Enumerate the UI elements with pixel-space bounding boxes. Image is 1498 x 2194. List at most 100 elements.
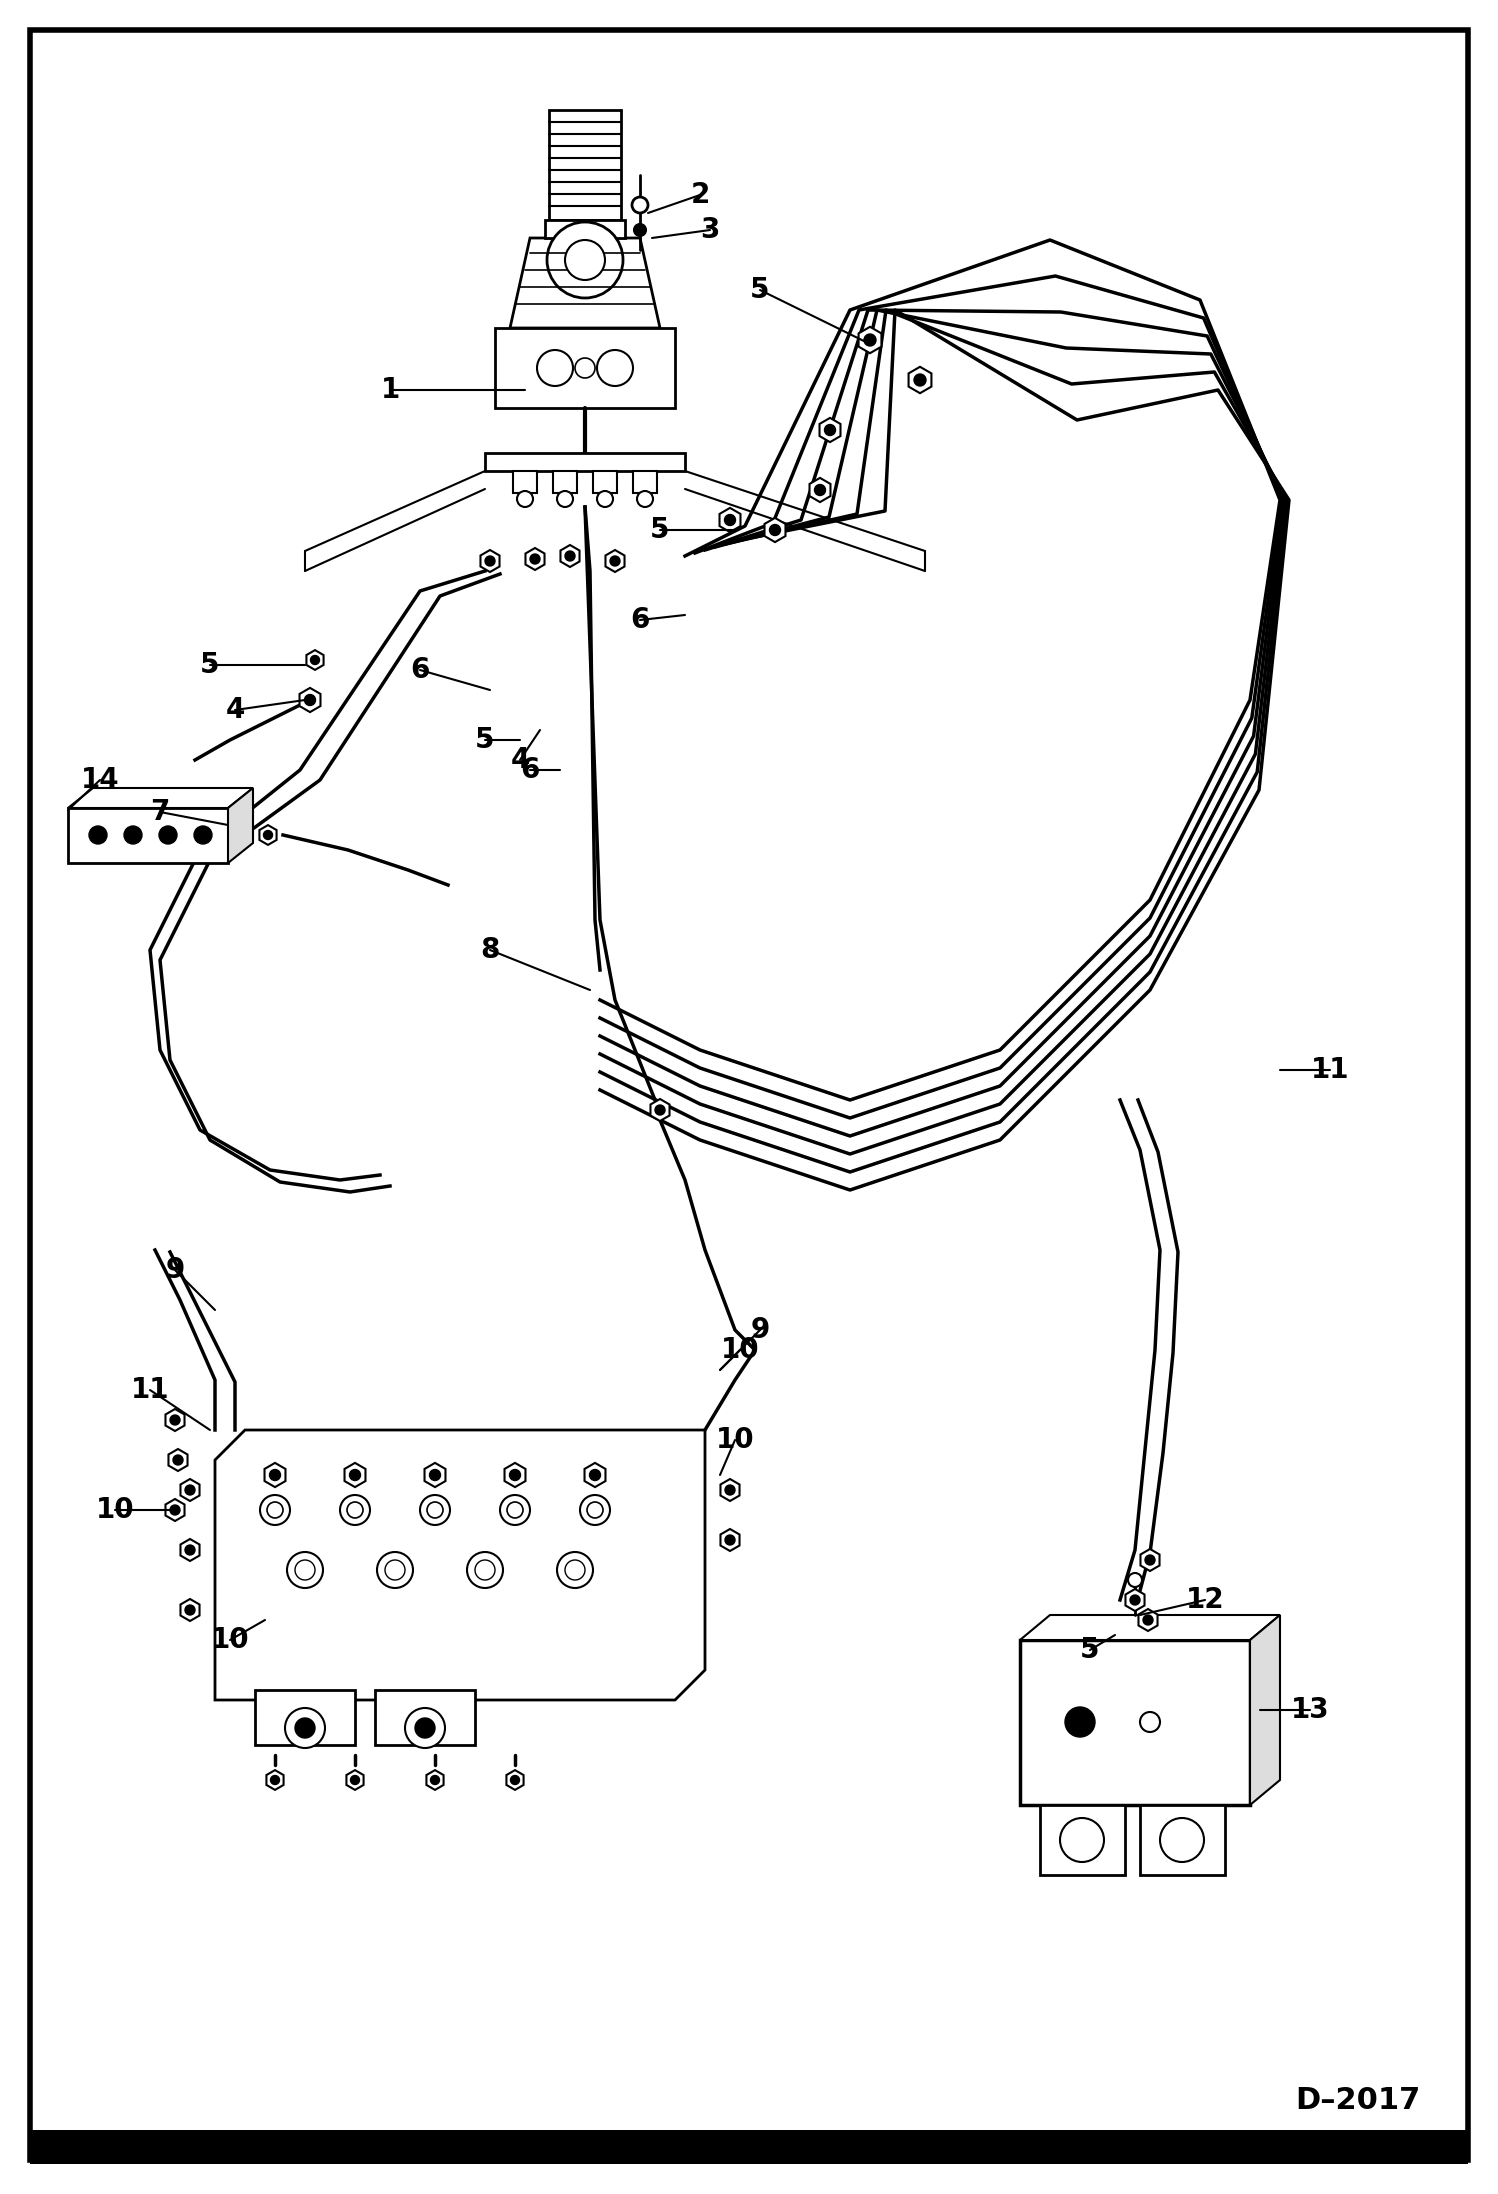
Polygon shape <box>180 1538 199 1560</box>
Circle shape <box>485 555 494 566</box>
Circle shape <box>565 239 605 281</box>
Circle shape <box>864 333 876 347</box>
Circle shape <box>172 1455 183 1466</box>
Polygon shape <box>1125 1588 1144 1610</box>
Circle shape <box>430 1775 439 1784</box>
Text: 4: 4 <box>511 746 530 774</box>
Bar <box>374 1689 475 1744</box>
Polygon shape <box>427 1771 443 1790</box>
Circle shape <box>349 1470 361 1481</box>
Polygon shape <box>605 551 625 573</box>
Polygon shape <box>809 478 830 502</box>
Circle shape <box>536 351 574 386</box>
Circle shape <box>377 1551 413 1588</box>
Circle shape <box>598 351 634 386</box>
Bar <box>634 472 658 494</box>
Circle shape <box>1159 1819 1204 1863</box>
Circle shape <box>530 555 539 564</box>
Polygon shape <box>168 1448 187 1470</box>
Circle shape <box>637 491 653 507</box>
Circle shape <box>655 1106 665 1115</box>
Circle shape <box>587 1503 604 1518</box>
Text: 5: 5 <box>1080 1637 1100 1663</box>
Circle shape <box>310 656 319 665</box>
Circle shape <box>264 832 273 840</box>
Circle shape <box>575 358 595 377</box>
Text: 3: 3 <box>700 215 719 244</box>
Circle shape <box>124 825 142 845</box>
Circle shape <box>184 1606 195 1615</box>
Text: 5: 5 <box>650 516 670 544</box>
Text: 10: 10 <box>96 1496 135 1525</box>
Circle shape <box>824 423 836 434</box>
Circle shape <box>815 485 825 496</box>
Circle shape <box>159 825 177 845</box>
Text: 5: 5 <box>475 726 494 755</box>
Circle shape <box>565 1560 586 1580</box>
Polygon shape <box>165 1499 184 1520</box>
Circle shape <box>430 1470 440 1481</box>
Circle shape <box>261 1494 291 1525</box>
Circle shape <box>385 1560 404 1580</box>
Polygon shape <box>165 1409 184 1430</box>
Bar <box>1140 1806 1225 1876</box>
Circle shape <box>1061 1819 1104 1863</box>
Polygon shape <box>505 1463 526 1488</box>
Circle shape <box>304 695 316 706</box>
Circle shape <box>506 1503 523 1518</box>
Circle shape <box>1065 1707 1095 1738</box>
Circle shape <box>340 1494 370 1525</box>
Text: 7: 7 <box>150 799 169 825</box>
Text: 9: 9 <box>750 1316 770 1345</box>
Circle shape <box>427 1503 443 1518</box>
Text: D–2017: D–2017 <box>1294 2086 1420 2115</box>
Polygon shape <box>509 237 661 327</box>
Polygon shape <box>307 649 324 669</box>
Polygon shape <box>424 1463 445 1488</box>
Polygon shape <box>267 1771 283 1790</box>
Circle shape <box>404 1707 445 1749</box>
Polygon shape <box>1020 1615 1279 1639</box>
Text: 11: 11 <box>130 1376 169 1404</box>
Bar <box>67 807 228 862</box>
Bar <box>593 472 617 494</box>
Bar <box>1020 1639 1249 1806</box>
Text: 11: 11 <box>1311 1055 1350 1084</box>
Circle shape <box>169 1415 180 1424</box>
Text: 9: 9 <box>165 1255 184 1283</box>
Circle shape <box>610 555 620 566</box>
Polygon shape <box>764 518 785 542</box>
Circle shape <box>598 491 613 507</box>
Bar <box>494 327 676 408</box>
Text: 10: 10 <box>721 1336 759 1365</box>
Circle shape <box>419 1494 449 1525</box>
Polygon shape <box>1249 1615 1279 1806</box>
Circle shape <box>195 825 213 845</box>
Circle shape <box>914 373 926 386</box>
Polygon shape <box>1140 1549 1159 1571</box>
Circle shape <box>295 1718 315 1738</box>
Circle shape <box>267 1503 283 1518</box>
Bar <box>255 1689 355 1744</box>
Polygon shape <box>67 788 253 807</box>
Circle shape <box>500 1494 530 1525</box>
Text: 14: 14 <box>81 766 120 794</box>
Circle shape <box>580 1494 610 1525</box>
Text: 2: 2 <box>691 180 710 208</box>
Text: 5: 5 <box>201 652 220 678</box>
Circle shape <box>725 1485 736 1494</box>
Circle shape <box>1143 1615 1153 1626</box>
Polygon shape <box>650 1099 670 1121</box>
Text: 6: 6 <box>631 606 650 634</box>
Circle shape <box>557 491 574 507</box>
Bar <box>1040 1806 1125 1876</box>
Polygon shape <box>506 1771 524 1790</box>
Circle shape <box>467 1551 503 1588</box>
Polygon shape <box>259 825 277 845</box>
Text: 5: 5 <box>750 276 770 305</box>
Circle shape <box>415 1718 434 1738</box>
Bar <box>30 2130 1468 2163</box>
Circle shape <box>557 1551 593 1588</box>
Circle shape <box>725 516 736 527</box>
Circle shape <box>288 1551 324 1588</box>
